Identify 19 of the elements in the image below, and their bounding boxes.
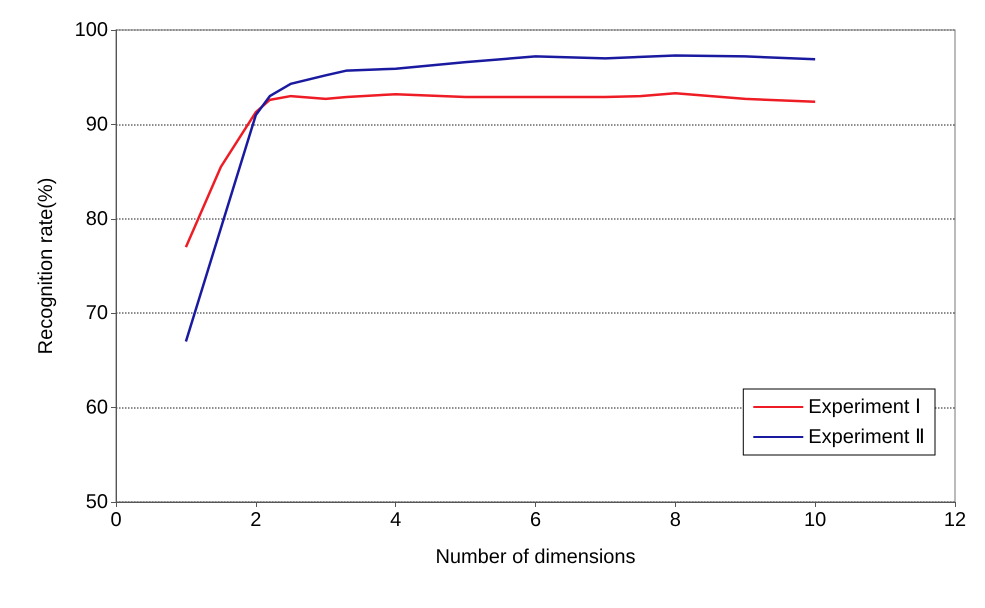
x-tick-label: 6	[530, 509, 542, 531]
x-tick-label: 10	[804, 509, 826, 531]
legend-label: Experiment Ⅰ	[808, 396, 922, 418]
y-tick-label: 80	[86, 208, 108, 230]
line-series	[184, 92, 816, 248]
y-tick-label: 70	[86, 302, 108, 324]
x-tick-label: 0	[110, 509, 122, 531]
x-tick-label: 8	[670, 509, 681, 531]
y-tick-label: 100	[74, 19, 108, 41]
y-tick-label: 90	[86, 113, 108, 136]
x-axis-title: Number of dimensions	[435, 546, 636, 568]
y-axis-title: Recognition rate(%)	[35, 178, 57, 354]
y-tick-label: 50	[86, 491, 108, 513]
x-tick-label: 2	[250, 509, 262, 531]
y-tick-label: 60	[86, 396, 108, 419]
line-series	[184, 54, 816, 343]
legend-label: Experiment Ⅱ	[808, 426, 926, 448]
x-tick-label: 12	[944, 509, 966, 531]
x-tick-label: 4	[390, 509, 402, 531]
